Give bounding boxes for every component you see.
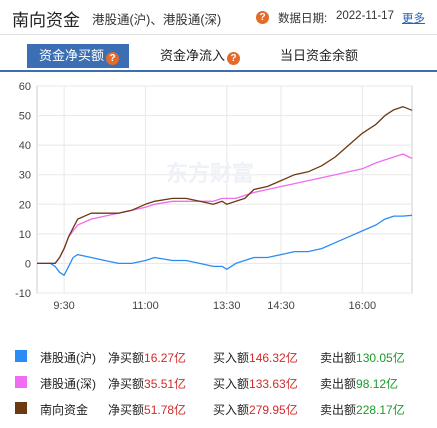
legend-row-shen: 港股通(深) 净买额35.51亿 买入额133.63亿 卖出额98.12亿	[0, 372, 437, 392]
header: 南向资金 港股通(沪)、港股通(深) ? 数据日期: 2022-11-17 更多	[0, 0, 437, 34]
tab-net-inflow-label: 资金净流入	[160, 48, 226, 63]
legend-row-hu: 港股通(沪) 净买额16.27亿 买入额146.32亿 卖出额130.05亿	[0, 346, 437, 366]
legend-buy-label: 买入额	[213, 377, 250, 391]
legend-swatch-hu	[15, 350, 27, 362]
series-line-2	[37, 106, 413, 265]
legend-net-value: 51.78亿	[144, 403, 187, 417]
y-tick-label: 0	[25, 258, 31, 270]
legend-row-south: 南向资金 净买额51.78亿 买入额279.95亿 卖出额228.17亿	[0, 398, 437, 418]
page-title: 南向资金	[12, 11, 80, 30]
legend-name: 港股通(沪)	[40, 351, 96, 365]
y-axis: 60 50 40 30 20 10 0 -10	[15, 81, 31, 300]
legend-sell-label: 卖出额	[320, 403, 357, 417]
legend-net-value: 35.51亿	[144, 377, 187, 391]
series-line-0	[37, 214, 413, 276]
date-label: 数据日期:	[278, 13, 328, 25]
page-subtitle: 港股通(沪)、港股通(深)	[92, 13, 222, 27]
tab-net-inflow-help-icon[interactable]: ?	[227, 52, 241, 65]
legend-buy: 买入额133.63亿	[213, 375, 298, 392]
legend-sell-value: 98.12亿	[356, 377, 399, 391]
legend-net-label: 净买额	[108, 403, 145, 417]
series-line-1	[37, 153, 413, 265]
x-tick-label: 11:00	[132, 300, 159, 312]
watermark-text: 东方财富	[166, 161, 254, 186]
legend-sell-value: 228.17亿	[356, 403, 405, 417]
x-tick-label: 13:30	[213, 300, 241, 312]
tab-net-inflow[interactable]: 资金净流入?	[160, 44, 241, 68]
legend-swatch-south	[15, 402, 27, 414]
legend-swatch-shen	[15, 376, 27, 388]
y-tick-label: 10	[19, 229, 31, 241]
tab-net-buy[interactable]: 资金净买额?	[27, 44, 130, 68]
chart-series	[37, 106, 413, 276]
help-icon[interactable]: ?	[256, 11, 269, 24]
more-link[interactable]: 更多	[402, 13, 425, 25]
line-chart[interactable]: 东方财富 60 50 40 30 20 10 0 -10 9:30 11:00 13:30 14:3…	[0, 76, 437, 316]
legend-net: 净买额35.51亿	[108, 375, 186, 392]
legend-buy: 买入额146.32亿	[213, 349, 298, 366]
tab-underline	[0, 70, 437, 72]
legend-buy-value: 279.95亿	[249, 403, 298, 417]
legend-sell-label: 卖出额	[320, 351, 357, 365]
legend-name: 南向资金	[40, 403, 89, 417]
tab-net-buy-help-icon[interactable]: ?	[106, 52, 120, 65]
legend-sell-value: 130.05亿	[356, 351, 405, 365]
tab-daily-balance-label: 当日资金余额	[280, 48, 359, 63]
legend-sell-label: 卖出额	[320, 377, 357, 391]
legend-net-label: 净买额	[108, 351, 145, 365]
y-tick-label: 60	[19, 81, 31, 93]
tab-net-buy-label: 资金净买额	[39, 48, 105, 63]
x-tick-label: 14:30	[267, 300, 295, 312]
legend-net: 净买额16.27亿	[108, 349, 186, 366]
x-tick-label: 9:30	[53, 300, 74, 312]
y-tick-label: 20	[19, 199, 31, 211]
legend-sell: 卖出额228.17亿	[320, 401, 405, 418]
y-tick-label: 50	[19, 111, 31, 123]
y-tick-label: 40	[19, 140, 31, 152]
x-axis: 9:30 11:00 13:30 14:30 16:00	[53, 300, 376, 312]
y-tick-label: -10	[15, 288, 31, 300]
legend-net-label: 净买额	[108, 377, 145, 391]
legend-name: 港股通(深)	[40, 377, 96, 391]
chart-grid	[36, 85, 413, 294]
legend-net: 净买额51.78亿	[108, 401, 186, 418]
tab-bar: 资金净买额? 资金净流入? 当日资金余额	[0, 44, 437, 70]
legend-buy-value: 133.63亿	[249, 377, 298, 391]
header-divider	[0, 34, 437, 35]
plot-frame	[36, 85, 413, 294]
legend-buy-label: 买入额	[213, 351, 250, 365]
y-tick-label: 30	[19, 170, 31, 182]
legend-sell: 卖出额98.12亿	[320, 375, 398, 392]
date-value: 2022-11-17	[336, 10, 394, 22]
legend-buy: 买入额279.95亿	[213, 401, 298, 418]
watermark: 东方财富	[166, 161, 254, 186]
legend-net-value: 16.27亿	[144, 351, 187, 365]
legend-buy-label: 买入额	[213, 403, 250, 417]
tab-daily-balance[interactable]: 当日资金余额	[280, 44, 358, 68]
legend-sell: 卖出额130.05亿	[320, 349, 405, 366]
legend-buy-value: 146.32亿	[249, 351, 298, 365]
x-tick-label: 16:00	[349, 300, 377, 312]
